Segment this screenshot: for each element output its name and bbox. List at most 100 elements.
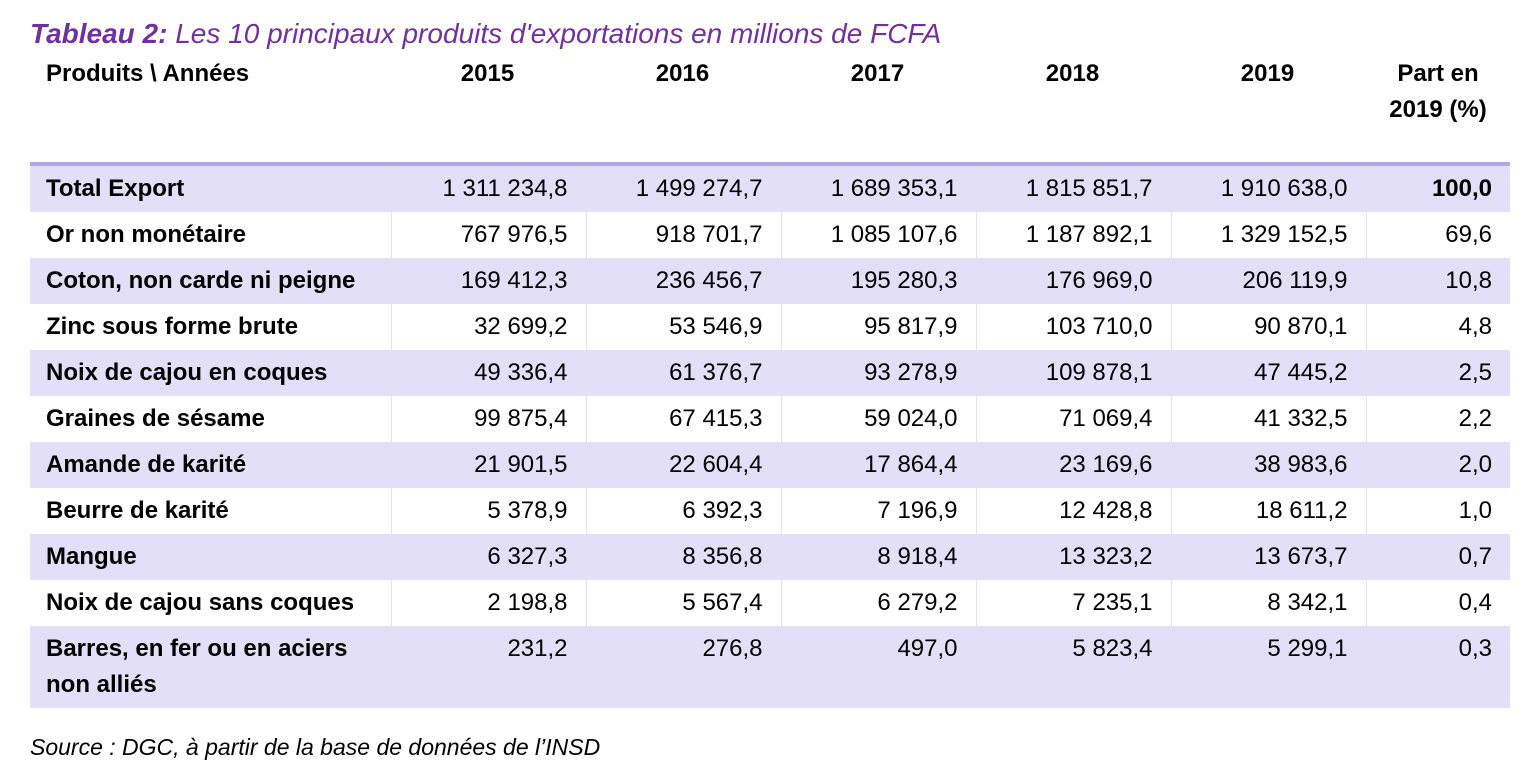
value-cell: 1 815 851,7 (975, 164, 1171, 212)
product-cell: Barres, en fer ou en aciers non alliés (30, 626, 391, 708)
share-cell: 4,8 (1365, 304, 1510, 350)
product-cell: Total Export (30, 164, 391, 212)
header-year: 2016 (586, 56, 781, 166)
table-row: Amande de karité 21 901,5 22 604,4 17 864,4… (30, 442, 1510, 488)
product-cell: Noix de cajou en coques (30, 350, 391, 396)
value-cell: 1 499 274,7 (585, 164, 781, 212)
product-cell: Mangue (30, 534, 391, 580)
value-cell: 1 689 353,1 (780, 164, 976, 212)
table-row: Noix de cajou sans coques 2 198,8 5 567,4 6… (30, 580, 1510, 626)
value-cell: 13 323,2 (975, 534, 1171, 580)
value-cell: 103 710,0 (975, 304, 1171, 350)
value-cell: 22 604,4 (585, 442, 781, 488)
share-cell: 10,8 (1365, 258, 1510, 304)
table-body: Total Export 1 311 234,8 1 499 274,7 1 689 … (30, 164, 1510, 708)
value-cell: 17 864,4 (780, 442, 976, 488)
source-note: Source : DGC, à partir de la base de don… (30, 734, 601, 760)
value-cell: 95 817,9 (780, 304, 976, 350)
value-cell: 109 878,1 (975, 350, 1171, 396)
share-cell: 0,7 (1365, 534, 1510, 580)
product-cell: Or non monétaire (30, 212, 391, 258)
header-share: Part en 2019 (%) (1366, 56, 1510, 166)
table-header-row: Produits \ Années 2015 2016 2017 2018 20… (30, 56, 1510, 166)
value-cell: 5 378,9 (390, 488, 586, 534)
table-row: Barres, en fer ou en aciers non alliés 23… (30, 626, 1510, 708)
share-cell: 0,4 (1365, 580, 1510, 626)
value-cell: 18 611,2 (1170, 488, 1366, 534)
value-cell: 767 976,5 (390, 212, 586, 258)
value-cell: 169 412,3 (390, 258, 586, 304)
value-cell: 5 299,1 (1170, 626, 1366, 708)
value-cell: 59 024,0 (780, 396, 976, 442)
share-cell: 69,6 (1365, 212, 1510, 258)
value-cell: 1 910 638,0 (1170, 164, 1366, 212)
value-cell: 61 376,7 (585, 350, 781, 396)
header-year: 2017 (781, 56, 976, 166)
table-row: Total Export 1 311 234,8 1 499 274,7 1 689 … (30, 164, 1510, 212)
value-cell: 23 169,6 (975, 442, 1171, 488)
value-cell: 1 085 107,6 (780, 212, 976, 258)
value-cell: 918 701,7 (585, 212, 781, 258)
value-cell: 7 196,9 (780, 488, 976, 534)
value-cell: 5 567,4 (585, 580, 781, 626)
share-cell: 2,2 (1365, 396, 1510, 442)
value-cell: 5 823,4 (975, 626, 1171, 708)
value-cell: 497,0 (780, 626, 976, 708)
exports-table: Produits \ Années 2015 2016 2017 2018 20… (30, 56, 1510, 708)
value-cell: 93 278,9 (780, 350, 976, 396)
header-year: 2019 (1171, 56, 1366, 166)
table-row: Graines de sésame 99 875,4 67 415,3 59 024,… (30, 396, 1510, 442)
table-row: Mangue 6 327,3 8 356,8 8 918,4 13 323,2 13 67… (30, 534, 1510, 580)
share-cell: 2,0 (1365, 442, 1510, 488)
value-cell: 47 445,2 (1170, 350, 1366, 396)
product-cell: Coton, non carde ni peigne (30, 258, 391, 304)
product-cell: Beurre de karité (30, 488, 391, 534)
value-cell: 6 392,3 (585, 488, 781, 534)
product-cell: Graines de sésame (30, 396, 391, 442)
value-cell: 49 336,4 (390, 350, 586, 396)
value-cell: 1 329 152,5 (1170, 212, 1366, 258)
share-cell: 100,0 (1365, 164, 1510, 212)
product-cell: Zinc sous forme brute (30, 304, 391, 350)
value-cell: 32 699,2 (390, 304, 586, 350)
table-row: Zinc sous forme brute 32 699,2 53 546,9 95 … (30, 304, 1510, 350)
value-cell: 90 870,1 (1170, 304, 1366, 350)
value-cell: 41 332,5 (1170, 396, 1366, 442)
value-cell: 71 069,4 (975, 396, 1171, 442)
table-row: Noix de cajou en coques 49 336,4 61 376,7 9… (30, 350, 1510, 396)
header-year: 2015 (391, 56, 586, 166)
value-cell: 7 235,1 (975, 580, 1171, 626)
value-cell: 1 187 892,1 (975, 212, 1171, 258)
share-cell: 2,5 (1365, 350, 1510, 396)
value-cell: 206 119,9 (1170, 258, 1366, 304)
value-cell: 2 198,8 (390, 580, 586, 626)
table-row: Coton, non carde ni peigne 169 412,3 236 4… (30, 258, 1510, 304)
value-cell: 99 875,4 (390, 396, 586, 442)
value-cell: 8 918,4 (780, 534, 976, 580)
share-cell: 0,3 (1365, 626, 1510, 708)
value-cell: 195 280,3 (780, 258, 976, 304)
value-cell: 1 311 234,8 (390, 164, 586, 212)
value-cell: 6 279,2 (780, 580, 976, 626)
value-cell: 13 673,7 (1170, 534, 1366, 580)
value-cell: 8 356,8 (585, 534, 781, 580)
value-cell: 21 901,5 (390, 442, 586, 488)
value-cell: 176 969,0 (975, 258, 1171, 304)
table-row: Or non monétaire 767 976,5 918 701,7 1 085 … (30, 212, 1510, 258)
value-cell: 38 983,6 (1170, 442, 1366, 488)
caption-label: Tableau 2: (30, 18, 168, 49)
value-cell: 276,8 (585, 626, 781, 708)
value-cell: 67 415,3 (585, 396, 781, 442)
value-cell: 236 456,7 (585, 258, 781, 304)
value-cell: 53 546,9 (585, 304, 781, 350)
value-cell: 6 327,3 (390, 534, 586, 580)
share-cell: 1,0 (1365, 488, 1510, 534)
header-product: Produits \ Années (30, 56, 391, 166)
product-cell: Noix de cajou sans coques (30, 580, 391, 626)
table-caption: Tableau 2: Les 10 principaux produits d'… (30, 18, 941, 50)
table-row: Beurre de karité 5 378,9 6 392,3 7 196,9 12 … (30, 488, 1510, 534)
header-year: 2018 (976, 56, 1171, 166)
value-cell: 8 342,1 (1170, 580, 1366, 626)
value-cell: 231,2 (390, 626, 586, 708)
value-cell: 12 428,8 (975, 488, 1171, 534)
